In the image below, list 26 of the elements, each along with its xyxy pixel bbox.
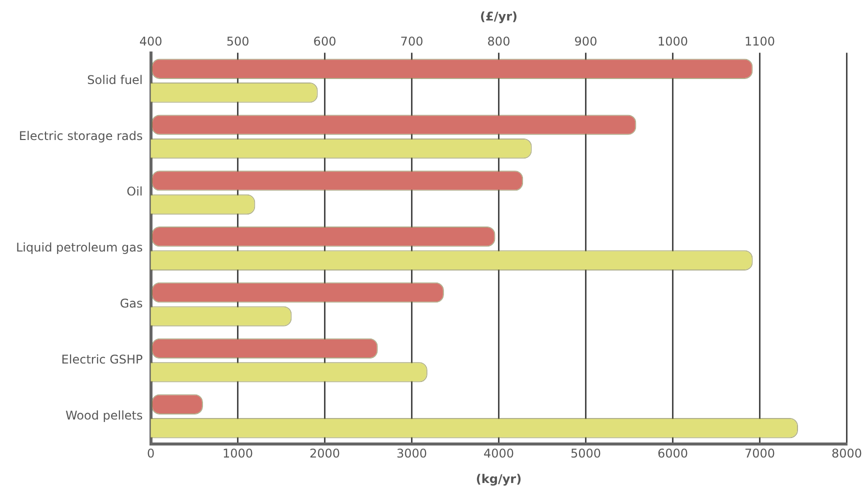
x-tick-label: 6000 <box>657 446 688 461</box>
y-tick-label: Solid fuel <box>87 72 143 87</box>
x2-tick-label: 500 <box>226 34 250 49</box>
x2-tick-label: 700 <box>400 34 424 49</box>
x2-tick-label: 1000 <box>657 34 688 49</box>
y-tick-label: Electric storage rads <box>18 128 143 143</box>
x-tick-label: 3000 <box>396 446 428 461</box>
y-tick-label: Electric GSHP <box>61 352 143 366</box>
y-tick-label: Gas <box>120 296 143 311</box>
y-tick-label: Liquid petroleum gas <box>16 240 143 255</box>
x-axis-title: (kg/yr) <box>476 472 522 486</box>
x2-tick-label: 800 <box>487 34 510 49</box>
x-tick-label: 4000 <box>483 446 514 461</box>
y-tick-label: Oil <box>126 184 143 199</box>
x-tick-label: 1000 <box>222 446 254 461</box>
x-tick-label: 0 <box>146 446 155 461</box>
x2-axis-title: (£/yr) <box>480 9 518 24</box>
x2-tick-label: 900 <box>574 34 598 49</box>
x-tick-label: 7000 <box>744 446 776 461</box>
y-tick-label: Wood pellets <box>65 408 143 422</box>
x2-tick-label: 400 <box>139 34 162 49</box>
x-tick-label: 8000 <box>831 446 862 461</box>
x2-tick-label: 1100 <box>744 34 776 49</box>
x2-tick-label: 600 <box>313 34 336 49</box>
x-tick-label: 5000 <box>570 446 602 461</box>
x-tick-label: 2000 <box>309 446 340 461</box>
